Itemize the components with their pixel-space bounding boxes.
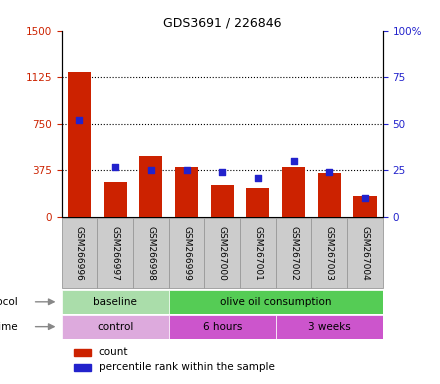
Text: time: time	[0, 322, 18, 332]
Text: baseline: baseline	[93, 297, 137, 307]
Text: GSM267000: GSM267000	[218, 226, 227, 281]
Text: percentile rank within the sample: percentile rank within the sample	[99, 362, 275, 372]
FancyBboxPatch shape	[240, 218, 276, 288]
Text: GSM266998: GSM266998	[147, 226, 155, 281]
Point	[254, 175, 261, 181]
FancyBboxPatch shape	[276, 315, 383, 339]
Bar	[246, 188, 269, 217]
Text: 6 hours: 6 hours	[202, 322, 242, 332]
FancyBboxPatch shape	[169, 315, 276, 339]
FancyBboxPatch shape	[347, 218, 383, 288]
Bar	[74, 364, 91, 371]
FancyBboxPatch shape	[133, 218, 169, 288]
Point	[76, 117, 83, 123]
Text: GSM267004: GSM267004	[360, 226, 370, 281]
Point	[219, 169, 226, 175]
Point	[147, 167, 154, 174]
FancyBboxPatch shape	[62, 218, 97, 288]
Point	[183, 167, 190, 174]
Bar	[211, 185, 234, 217]
Bar	[74, 349, 91, 356]
FancyBboxPatch shape	[62, 315, 169, 339]
Title: GDS3691 / 226846: GDS3691 / 226846	[163, 17, 282, 30]
Text: 3 weeks: 3 weeks	[308, 322, 351, 332]
Text: count: count	[99, 348, 128, 358]
Text: GSM267001: GSM267001	[253, 226, 262, 281]
Bar	[353, 197, 377, 217]
Point	[290, 158, 297, 164]
Text: GSM267003: GSM267003	[325, 226, 334, 281]
FancyBboxPatch shape	[169, 218, 204, 288]
Text: protocol: protocol	[0, 297, 18, 307]
Text: GSM266997: GSM266997	[110, 226, 120, 281]
Bar	[103, 182, 127, 217]
Text: GSM267002: GSM267002	[289, 226, 298, 281]
Bar	[175, 167, 198, 217]
Text: GSM266999: GSM266999	[182, 226, 191, 281]
Text: control: control	[97, 322, 133, 332]
FancyBboxPatch shape	[312, 218, 347, 288]
Point	[112, 164, 119, 170]
Text: GSM266996: GSM266996	[75, 226, 84, 281]
FancyBboxPatch shape	[169, 290, 383, 314]
FancyBboxPatch shape	[62, 290, 169, 314]
Bar	[68, 72, 91, 217]
FancyBboxPatch shape	[276, 218, 312, 288]
Point	[361, 195, 368, 202]
Text: olive oil consumption: olive oil consumption	[220, 297, 331, 307]
Bar	[282, 167, 305, 217]
Bar	[139, 156, 162, 217]
Bar	[318, 173, 341, 217]
FancyBboxPatch shape	[204, 218, 240, 288]
FancyBboxPatch shape	[97, 218, 133, 288]
Point	[326, 169, 333, 175]
